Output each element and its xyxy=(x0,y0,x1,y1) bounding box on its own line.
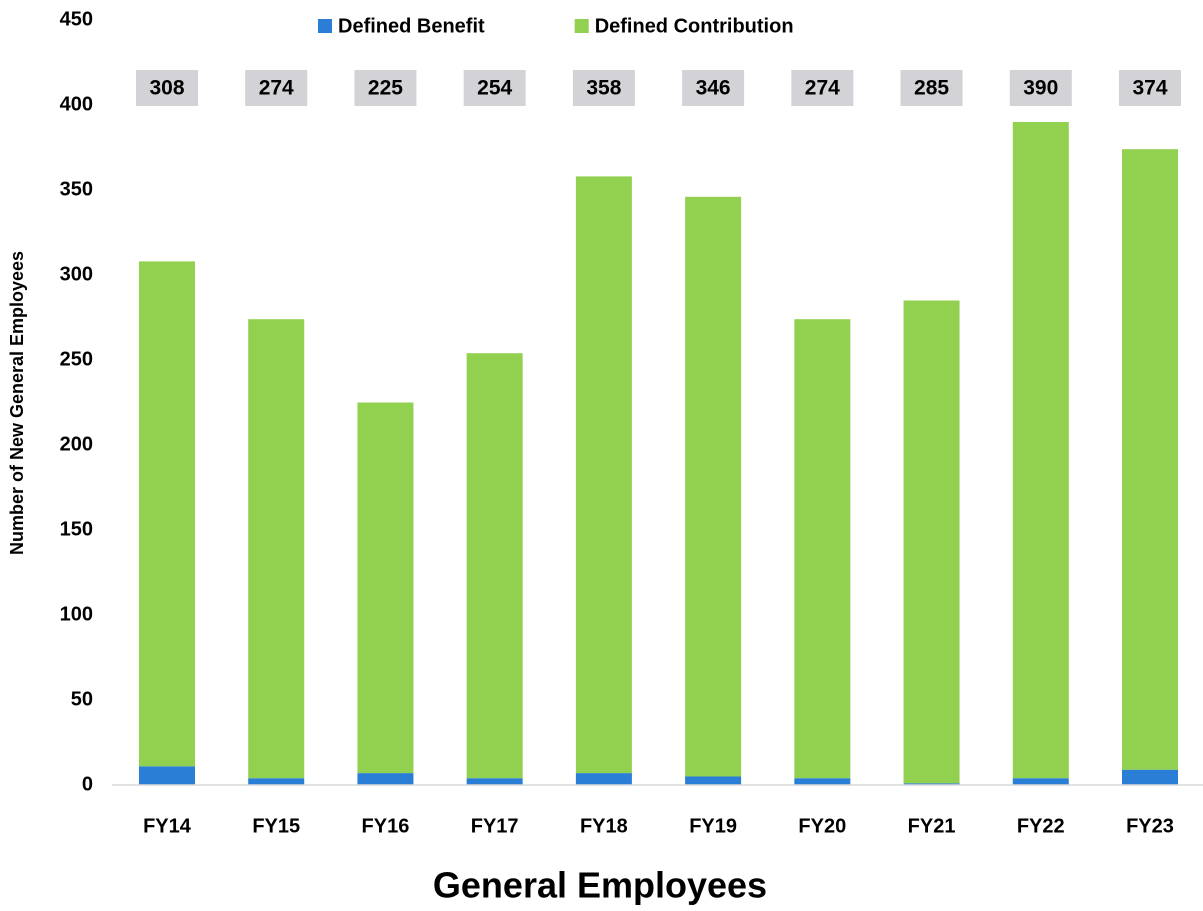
bar-segment xyxy=(1012,122,1069,779)
total-label: 308 xyxy=(149,77,184,100)
y-tick-label: 100 xyxy=(60,603,93,625)
bar-segment xyxy=(139,261,195,767)
total-label: 358 xyxy=(586,77,621,100)
bar-segment xyxy=(794,778,851,785)
bar-segment xyxy=(794,319,851,779)
x-tick-label: FY21 xyxy=(908,815,956,837)
y-tick-label: 450 xyxy=(60,8,93,30)
total-label: 346 xyxy=(696,77,731,100)
bar-segment xyxy=(139,766,195,785)
bar-segment xyxy=(685,776,742,785)
total-label-box xyxy=(136,70,198,106)
legend-swatch xyxy=(574,19,589,33)
y-tick-label: 350 xyxy=(60,178,93,200)
legend-swatch xyxy=(318,19,332,33)
total-label: 225 xyxy=(368,77,403,100)
total-label: 274 xyxy=(805,77,840,100)
total-label-box xyxy=(1009,70,1072,106)
bar-segment xyxy=(575,176,632,774)
y-tick-label: 300 xyxy=(60,263,93,285)
bar-segment xyxy=(1012,778,1069,785)
total-label: 274 xyxy=(259,77,294,100)
chart-title: General Employees xyxy=(433,865,767,906)
legend-label: Defined Benefit xyxy=(338,15,485,37)
total-label-box xyxy=(791,70,854,106)
bar-segment xyxy=(248,319,305,779)
total-label: 254 xyxy=(477,77,512,100)
bar-segment xyxy=(466,353,523,779)
bar-segment xyxy=(685,196,742,777)
bar-segment xyxy=(1122,149,1178,770)
bar-segment xyxy=(903,300,960,784)
y-tick-label: 50 xyxy=(71,688,93,710)
x-tick-label: FY14 xyxy=(143,815,192,837)
total-label: 374 xyxy=(1132,77,1167,100)
bar-segment xyxy=(903,783,960,785)
y-tick-label: 150 xyxy=(60,518,93,540)
x-tick-label: FY20 xyxy=(798,815,846,837)
total-label-box xyxy=(572,70,635,106)
bar-segment xyxy=(1122,769,1178,785)
total-label-box xyxy=(900,70,963,106)
y-tick-label: 200 xyxy=(60,433,93,455)
x-tick-label: FY22 xyxy=(1017,815,1065,837)
x-tick-label: FY18 xyxy=(580,815,628,837)
total-label-box xyxy=(354,70,417,106)
x-tick-label: FY15 xyxy=(252,815,300,837)
y-tick-label: 0 xyxy=(82,773,93,795)
total-label: 285 xyxy=(914,77,949,100)
bar-segment xyxy=(466,778,523,785)
x-tick-label: FY23 xyxy=(1126,815,1174,837)
x-tick-label: FY16 xyxy=(362,815,410,837)
y-axis-title: Number of New General Employees xyxy=(7,251,27,555)
bar-segment xyxy=(575,773,632,785)
total-label-box xyxy=(1119,70,1181,106)
total-label: 390 xyxy=(1023,77,1058,100)
total-label-box xyxy=(463,70,526,106)
y-tick-label: 250 xyxy=(60,348,93,370)
total-label-box xyxy=(682,70,745,106)
x-tick-label: FY17 xyxy=(471,815,519,837)
total-label-box xyxy=(245,70,308,106)
y-tick-label: 400 xyxy=(60,93,93,115)
bar-segment xyxy=(357,773,414,785)
legend-label: Defined Contribution xyxy=(595,15,794,37)
x-tick-label: FY19 xyxy=(689,815,737,837)
bar-segment xyxy=(248,778,305,785)
bar-segment xyxy=(357,402,414,774)
